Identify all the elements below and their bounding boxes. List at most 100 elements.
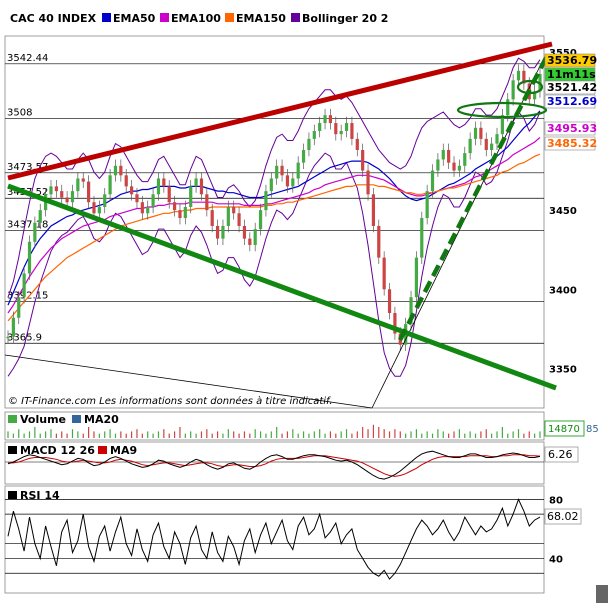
volume-value-box xyxy=(544,420,585,437)
level-label: 3437.18 xyxy=(7,219,48,230)
candle-body xyxy=(318,123,322,131)
price-tag-box xyxy=(544,94,596,109)
legend-label-ema100: EMA100 xyxy=(171,12,221,25)
candle-body xyxy=(129,186,134,195)
support-trendline xyxy=(7,183,557,391)
candle-body xyxy=(522,70,526,84)
chart-header: CAC 40 INDEX EMA50 EMA100 EMA150 Bolling… xyxy=(10,12,388,25)
candle-body xyxy=(301,149,306,163)
candle-body xyxy=(151,194,155,207)
candle-body xyxy=(172,202,177,211)
candle-body xyxy=(189,186,193,207)
legend-swatch-bollinger xyxy=(291,13,300,22)
candle-body xyxy=(194,178,198,187)
candle-body xyxy=(285,175,290,187)
macd-value-box xyxy=(544,446,579,463)
candle-body xyxy=(162,178,166,187)
price-tag-label: 3512.69 xyxy=(547,95,597,108)
candle-body xyxy=(146,206,150,214)
candle-body xyxy=(269,178,273,192)
rsi-axis-tick: 80 xyxy=(549,495,563,506)
candle-body xyxy=(38,210,42,223)
legend-label-ema150: EMA150 xyxy=(236,12,286,25)
candle-body xyxy=(119,165,123,176)
candle-body xyxy=(11,317,15,337)
candle-body xyxy=(17,297,21,318)
footer-note-block: © IT-Finance.com Les informations sont d… xyxy=(8,395,333,407)
price-axis-tick: 3550 xyxy=(549,48,577,59)
candle-body xyxy=(344,123,349,131)
level-label: 3473.57 xyxy=(7,162,48,173)
price-tag-label: 3536.79 xyxy=(547,54,597,67)
candle-body xyxy=(366,170,370,195)
legend-swatch-ema50 xyxy=(102,13,111,22)
candle-body xyxy=(361,149,365,171)
candle-body xyxy=(60,191,64,198)
candle-body xyxy=(215,225,220,239)
level-label: 3508 xyxy=(7,107,32,118)
price-candles xyxy=(6,64,542,352)
candle-body xyxy=(87,181,91,203)
trendlines xyxy=(4,41,557,409)
candle-body xyxy=(221,225,225,239)
candle-body xyxy=(382,257,386,290)
candle-body xyxy=(54,186,58,192)
candle-body xyxy=(414,257,419,298)
resistance-trendline xyxy=(7,41,553,181)
macd-line xyxy=(7,450,541,480)
candle-body xyxy=(452,162,456,171)
candle-body xyxy=(178,210,182,219)
candle-body xyxy=(490,143,494,150)
candle-body xyxy=(387,289,392,314)
candle-body xyxy=(377,225,381,258)
candle-body xyxy=(468,138,472,154)
volume-ma-swatch xyxy=(72,415,81,423)
candle-body xyxy=(334,123,338,135)
corner-scroll-handle[interactable] xyxy=(596,585,608,603)
candle-body xyxy=(307,138,311,150)
macd-panel: MACD 12 26 MA9 6.26 xyxy=(4,441,579,485)
thin-trendline-lower-left xyxy=(4,354,373,409)
thin-trendline-rising xyxy=(371,61,543,409)
volume-value: 14870 xyxy=(548,424,580,435)
candle-body xyxy=(65,197,69,203)
candle-body xyxy=(495,134,499,144)
candle-body xyxy=(258,210,263,230)
bollinger-band-line xyxy=(7,57,541,298)
legend-label-bollinger: Bollinger 20 2 xyxy=(302,12,388,25)
breakout-ellipse xyxy=(516,79,544,95)
rsi-value: 68.02 xyxy=(547,510,579,523)
candle-body xyxy=(124,175,128,187)
candle-body xyxy=(463,153,467,166)
volume-ma-label: MA20 xyxy=(84,413,119,426)
macd-value: 6.26 xyxy=(548,448,573,461)
price-tag-label: 3495.93 xyxy=(547,122,597,135)
candle-body xyxy=(479,127,483,139)
volume-label: Volume xyxy=(20,413,66,426)
candle-body xyxy=(339,130,343,135)
price-tag-label: 3521.42 xyxy=(547,81,597,94)
candle-body xyxy=(409,297,413,325)
candle-body xyxy=(183,206,187,219)
rsi-axis-tick: 40 xyxy=(549,554,563,565)
candle-body xyxy=(6,336,10,339)
rsi-label: RSI 14 xyxy=(20,489,60,502)
candle-body xyxy=(242,225,247,239)
candle-body xyxy=(425,191,429,219)
candle-body xyxy=(280,165,284,176)
volume-ma-value: 85 xyxy=(586,424,599,435)
volume-swatch xyxy=(8,415,17,423)
rsi-levels: 80 40 xyxy=(5,495,563,574)
price-tag-box xyxy=(544,136,596,151)
symbol-title: CAC 40 INDEX xyxy=(10,12,97,25)
candle-body xyxy=(108,175,112,195)
candle-body xyxy=(264,191,268,211)
price-tag-box xyxy=(544,53,596,68)
candle-body xyxy=(291,178,295,187)
consolidation-ellipse xyxy=(456,101,548,119)
candle-body xyxy=(457,165,461,171)
level-label: 3365.9 xyxy=(7,332,42,343)
ema-line xyxy=(7,136,541,314)
legend-label-ema50: EMA50 xyxy=(113,12,156,25)
